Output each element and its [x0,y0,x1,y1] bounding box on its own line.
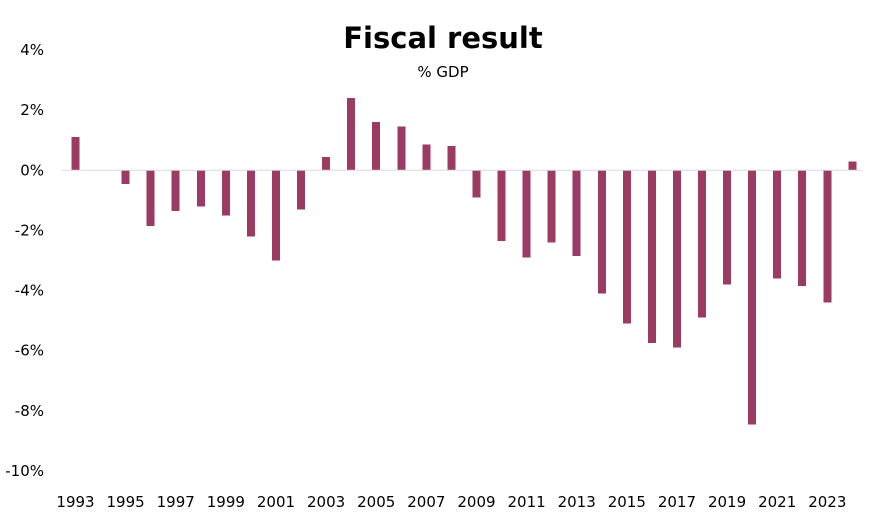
bar-1999 [221,170,230,216]
x-tick-label: 1993 [56,493,94,511]
bar-2004 [347,98,356,171]
bar-2019 [723,170,732,285]
x-tick-label: 2005 [357,493,395,511]
bar-2010 [497,170,506,241]
x-tick-label: 2023 [808,493,846,511]
bar-2009 [472,170,481,198]
y-tick-label: -10% [5,462,44,480]
bar-2011 [522,170,531,258]
chart-title: Fiscal result [343,21,543,55]
y-tick-label: -8% [15,402,44,420]
x-tick-label: 2019 [708,493,746,511]
bar-2005 [372,122,381,171]
bar-2018 [698,170,706,318]
x-tick-label: 2021 [758,493,796,511]
bar-2014 [597,170,606,294]
bar-2024 [848,161,857,171]
x-tick-label: 2001 [257,493,295,511]
y-tick-label: 4% [20,41,44,59]
x-tick-label: 1997 [157,493,195,511]
bar-1993 [71,137,80,171]
x-tick-label: 2009 [457,493,495,511]
bar-2015 [622,170,631,324]
bar-2002 [297,170,306,210]
x-tick-label: 2013 [558,493,596,511]
x-tick-label: 2011 [507,493,545,511]
bar-2016 [647,170,656,344]
bars-group [71,98,857,425]
bar-2001 [271,170,280,261]
bar-2022 [798,170,807,287]
bar-2003 [322,156,331,171]
y-tick-label: 0% [20,161,44,179]
bar-2017 [672,170,681,348]
x-tick-label: 2017 [658,493,696,511]
bar-2012 [547,170,556,243]
y-tick-label: 2% [20,101,44,119]
x-tick-label: 2003 [307,493,345,511]
bar-2006 [397,126,406,171]
bar-1996 [146,170,155,226]
chart-subtitle: % GDP [417,63,468,81]
bar-1997 [171,170,180,211]
x-tick-label: 2007 [407,493,445,511]
bar-1995 [121,170,130,184]
y-tick-label: -2% [15,221,44,239]
y-axis-labels: 4% 2% 0% -2% -4% -6% -8% -10% [5,41,44,480]
bar-2013 [572,170,581,256]
x-axis-labels: 1993 1995 1997 1999 2001 2003 2005 2007 2009 2011… [56,493,846,511]
y-tick-label: -6% [15,342,44,360]
bar-2008 [447,146,456,171]
bar-1998 [196,170,205,207]
y-tick-label: -4% [15,282,44,300]
bar-2020 [748,170,757,425]
x-tick-label: 1999 [207,493,245,511]
bar-2023 [823,170,832,303]
x-tick-label: 1995 [107,493,145,511]
bar-2021 [773,170,782,279]
bar-2000 [246,170,255,237]
bar-2007 [422,144,431,171]
x-tick-label: 2015 [608,493,646,511]
